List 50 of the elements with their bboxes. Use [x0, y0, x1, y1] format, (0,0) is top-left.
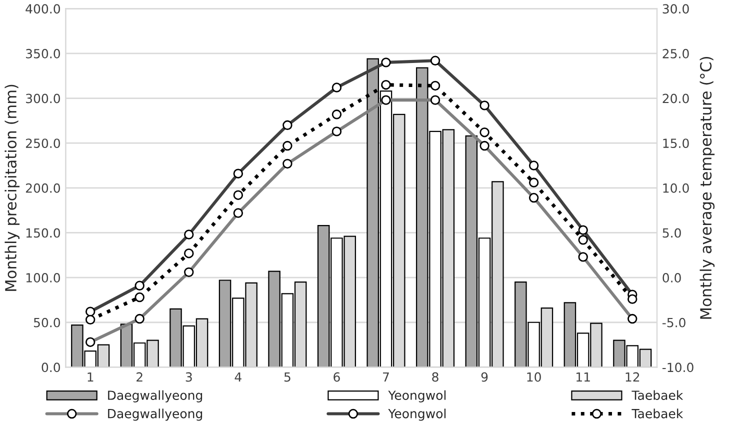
- point: [282, 140, 292, 151]
- point: [233, 190, 244, 200]
- y2-tick-label: 20.0: [662, 94, 689, 104]
- point: [332, 110, 342, 120]
- legend-label: Daegwallyeong: [108, 390, 202, 402]
- y2-tick-label: 15.0: [663, 138, 689, 148]
- y2-tick-label: 30.0: [662, 4, 689, 14]
- x-tick-label: 6: [334, 372, 340, 382]
- y-tick-label: 0.0: [42, 362, 60, 372]
- y-tick-label: 50.0: [34, 318, 60, 328]
- y2-tick-label: -10.0: [662, 362, 694, 372]
- point: [578, 235, 588, 245]
- point: [134, 292, 144, 302]
- y2-tick-label: -5.0: [662, 318, 686, 328]
- y-tick-label: 150.0: [26, 228, 60, 238]
- legend-label: Taebaek: [632, 408, 684, 418]
- x-tick-label: 5: [284, 372, 290, 382]
- legend-label: Yeongwol: [388, 390, 446, 402]
- y2-tick-label: 10.0: [663, 183, 689, 193]
- y-tick-label: 250.0: [26, 138, 60, 148]
- x-tick-label: 10: [527, 372, 541, 382]
- point: [85, 314, 96, 325]
- x-tick-label: 8: [432, 372, 438, 382]
- x-tick-label: 1: [88, 372, 94, 382]
- x-tick-label: 12: [626, 372, 640, 382]
- y-tick-label: 100.0: [26, 273, 60, 282]
- y-tick-label: 200.0: [26, 183, 60, 193]
- x-tick-label: 9: [481, 372, 488, 382]
- point: [480, 127, 490, 138]
- y-axis-title: Monthly precipitation (mm): [4, 84, 20, 291]
- point: [184, 248, 194, 258]
- point: [430, 80, 440, 91]
- y2-tick-label: 25.0: [662, 48, 689, 58]
- legend-label: Yeongwol: [388, 408, 446, 421]
- y2-tick-label: 5.0: [662, 228, 681, 238]
- x-tick-label: 11: [576, 372, 590, 382]
- y2-tick-label: 0.0: [662, 273, 681, 282]
- y-tick-label: 350.0: [26, 48, 60, 58]
- y2-axis-title: Monthly average temperature (°C): [700, 56, 715, 319]
- y-tick-label: 300.0: [26, 94, 60, 104]
- legend-label: Taebaek: [632, 390, 684, 400]
- point: [528, 178, 539, 188]
- y-tick-label: 400.0: [26, 4, 60, 14]
- legend-label: Daegwallyeong: [108, 408, 202, 421]
- point: [381, 80, 391, 90]
- x-tick-label: 7: [383, 372, 389, 382]
- point: [628, 294, 638, 304]
- x-tick-label: 4: [234, 372, 242, 382]
- x-tick-label: 2: [136, 372, 142, 382]
- x-tick-label: 3: [186, 372, 192, 382]
